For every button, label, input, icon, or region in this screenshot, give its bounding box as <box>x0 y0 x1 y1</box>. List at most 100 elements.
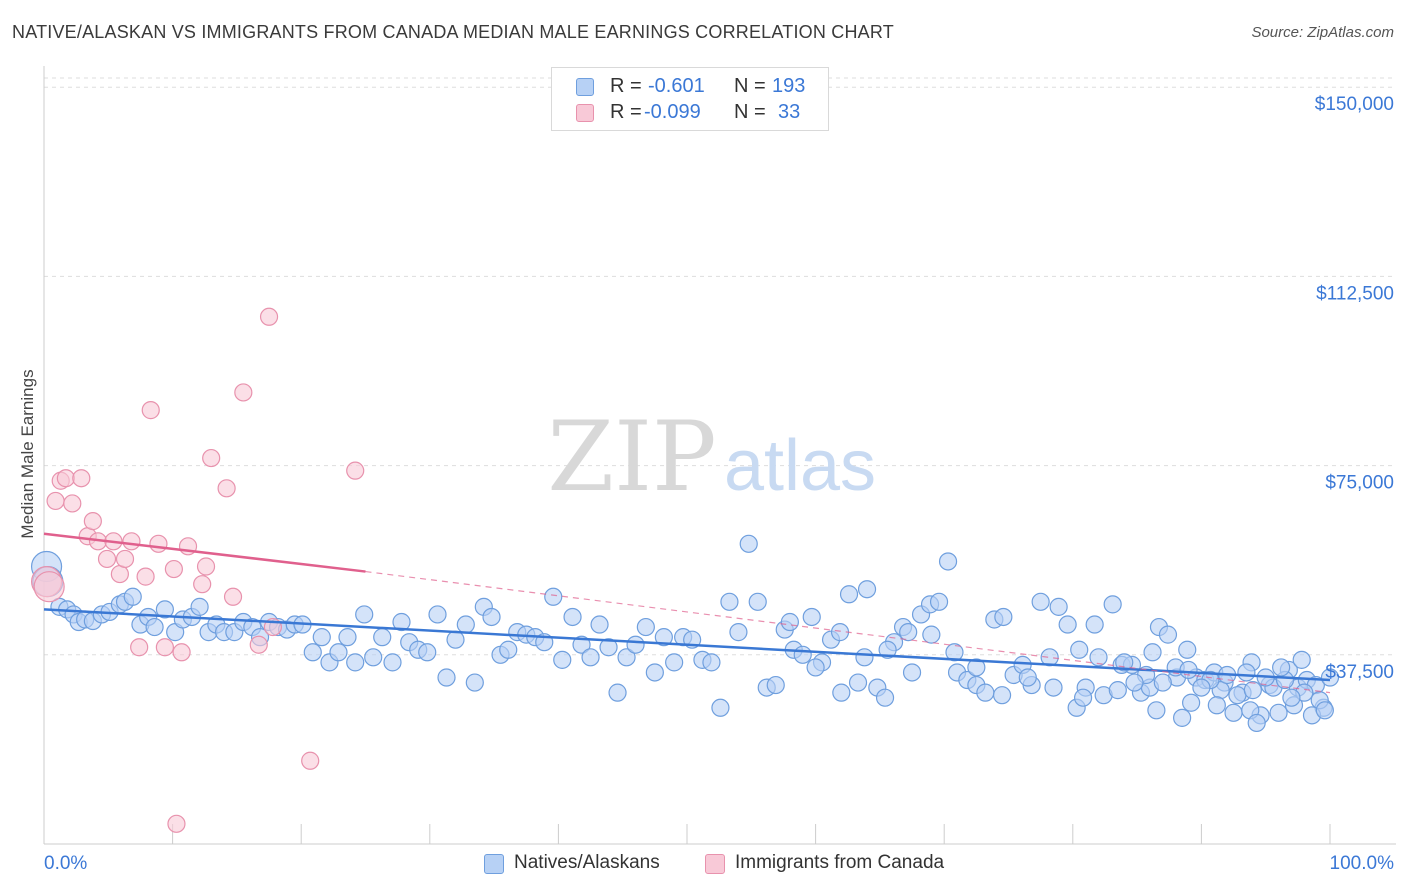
native-point <box>190 597 209 616</box>
native-trend-line <box>43 608 1331 682</box>
native-point <box>1153 673 1172 692</box>
native-point <box>1179 660 1198 680</box>
native-point <box>857 580 877 599</box>
watermark-atlas: atlas <box>724 426 876 506</box>
canada-point <box>122 532 141 551</box>
native-point <box>418 643 437 662</box>
legend-r-value: -0.099 <box>644 101 701 123</box>
native-point <box>994 607 1013 627</box>
y-axis-label: Median Male Earnings <box>18 369 37 538</box>
native-point <box>802 607 821 627</box>
native-point <box>1228 686 1247 705</box>
native-point <box>383 653 402 672</box>
native-point <box>729 623 748 642</box>
canada-point <box>223 587 243 606</box>
stats-legend: R = -0.601 N = 193 R = -0.099 N = 33 <box>551 67 829 131</box>
native-point <box>1049 597 1068 616</box>
native-point <box>766 675 785 695</box>
canada-point <box>56 469 75 488</box>
native-point <box>976 683 995 702</box>
canada-point <box>155 638 174 657</box>
native-point <box>563 607 582 627</box>
native-point <box>1282 688 1301 707</box>
canada-point <box>130 638 149 657</box>
native-point <box>446 630 465 649</box>
legend-row-canada: R = -0.099 N = 33 <box>576 101 800 125</box>
native-point <box>992 686 1012 705</box>
native-point <box>665 653 684 672</box>
native-point <box>1224 703 1243 722</box>
native-point <box>1073 688 1093 707</box>
native-point <box>654 628 673 647</box>
legend-swatch-pink <box>705 854 725 874</box>
canada-point <box>346 461 365 480</box>
native-point <box>437 668 456 687</box>
native-point <box>346 653 365 672</box>
native-point <box>1272 658 1291 677</box>
native-point <box>1070 640 1089 659</box>
native-point <box>945 643 964 662</box>
y-tick-label: $150,000 <box>1315 94 1394 115</box>
native-point <box>1143 643 1162 662</box>
canada-point <box>172 643 191 662</box>
trend-lines <box>43 532 1331 694</box>
native-point <box>590 615 609 634</box>
native-point <box>428 605 447 624</box>
legend-swatch-pink <box>576 104 594 122</box>
native-point <box>544 587 563 606</box>
native-point <box>1315 701 1334 720</box>
native-point <box>1031 592 1050 611</box>
watermark: ZIP atlas <box>547 401 876 513</box>
source-credit: Source: ZipAtlas.com <box>1251 24 1394 41</box>
native-point <box>1292 650 1311 669</box>
native-point <box>748 592 767 611</box>
native-point <box>1103 595 1122 614</box>
native-point <box>1147 701 1166 720</box>
legend-n-value: 193 <box>772 75 806 97</box>
native-point <box>626 635 645 654</box>
native-point <box>1108 681 1127 700</box>
native-point <box>303 643 322 662</box>
native-point <box>1058 615 1077 634</box>
native-point <box>702 653 721 672</box>
legend-n-value: 33 <box>778 101 801 123</box>
canada-point <box>72 469 91 488</box>
native-point <box>878 640 897 659</box>
legend-row-natives: R = -0.601 N = 193 <box>576 75 805 99</box>
native-point <box>355 605 374 624</box>
native-point <box>720 592 739 611</box>
x-tick-label: 100.0% <box>1330 853 1395 874</box>
native-point <box>465 673 484 692</box>
tick-labels: $37,500 $75,000 $112,500 $150,000 0.0% 100.0% <box>44 94 1394 874</box>
canada-point <box>136 567 155 586</box>
legend-r-label: R = <box>610 101 642 123</box>
canada-point <box>301 751 320 770</box>
legend-r-value: -0.601 <box>648 75 705 97</box>
canada-point <box>115 549 135 569</box>
native-point <box>1044 678 1063 697</box>
native-point <box>739 534 758 553</box>
canada-trend-line <box>43 532 366 573</box>
x-tick-label: 0.0% <box>44 853 87 874</box>
native-point <box>848 673 868 692</box>
watermark-zip: ZIP <box>547 401 716 513</box>
canada-point <box>259 307 279 326</box>
native-point <box>364 648 383 667</box>
native-point <box>553 650 572 669</box>
native-point <box>329 643 348 662</box>
native-point <box>938 552 958 571</box>
canada-point <box>193 575 212 594</box>
native-point <box>581 648 600 667</box>
native-point <box>572 635 591 654</box>
canada-point <box>46 491 65 511</box>
legend-swatch-blue <box>576 78 594 96</box>
legend-r-label: R = <box>610 75 642 97</box>
native-point <box>899 623 918 642</box>
native-point <box>617 648 636 667</box>
canada-point <box>83 512 102 531</box>
y-tick-label: $112,500 <box>1316 283 1394 304</box>
gridlines <box>44 77 1396 656</box>
native-point <box>392 612 411 632</box>
legend-label-natives: Natives/Alaskans <box>514 852 660 873</box>
